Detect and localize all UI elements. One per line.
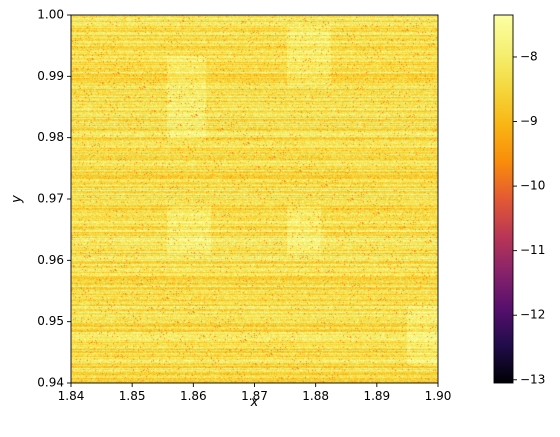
x-tick-label: 1.90 — [425, 389, 452, 403]
y-tick-label: 0.95 — [37, 314, 64, 328]
colorbar-tick-label: −9 — [520, 114, 538, 128]
x-tick-label: 1.86 — [180, 389, 207, 403]
y-axis: 0.94 0.95 0.96 0.97 0.98 0.99 1.00 — [37, 8, 71, 390]
colorbar-ticks: −13 −12 −11 −10 −9 −8 — [513, 49, 545, 386]
colorbar-frame — [493, 14, 514, 384]
colorbar-fill — [494, 15, 513, 383]
colorbar-tick-label: −10 — [520, 179, 545, 193]
x-tick-label: 1.88 — [302, 389, 329, 403]
y-tick-label: 0.96 — [37, 253, 64, 267]
heatmap-cells — [71, 15, 438, 383]
colorbar-tick-label: −12 — [520, 308, 545, 322]
x-axis: 1.84 1.85 1.86 1.87 1.88 1.89 1.90 — [58, 383, 452, 403]
y-tick-label: 0.94 — [37, 376, 64, 390]
colorbar-tick-label: −11 — [520, 243, 545, 257]
y-axis-label: y — [10, 195, 25, 204]
heatmap-image — [71, 15, 438, 383]
x-tick-label: 1.87 — [241, 389, 268, 403]
x-tick-label: 1.89 — [363, 389, 390, 403]
x-axis-label: x — [250, 395, 259, 410]
y-tick-label: 1.00 — [37, 8, 64, 22]
y-tick-label: 0.97 — [37, 192, 64, 206]
colorbar: −13 −12 −11 −10 −9 −8 — [493, 14, 545, 386]
x-tick-label: 1.84 — [58, 389, 85, 403]
x-tick-label: 1.85 — [119, 389, 146, 403]
y-tick-label: 0.98 — [37, 130, 64, 144]
colorbar-tick-label: −13 — [520, 372, 545, 386]
colorbar-tick-label: −8 — [520, 49, 538, 63]
y-tick-label: 0.99 — [37, 69, 64, 83]
heatmap-plot: 1.84 1.85 1.86 1.87 1.88 1.89 1.90 0.940.950.9… — [10, 8, 452, 410]
